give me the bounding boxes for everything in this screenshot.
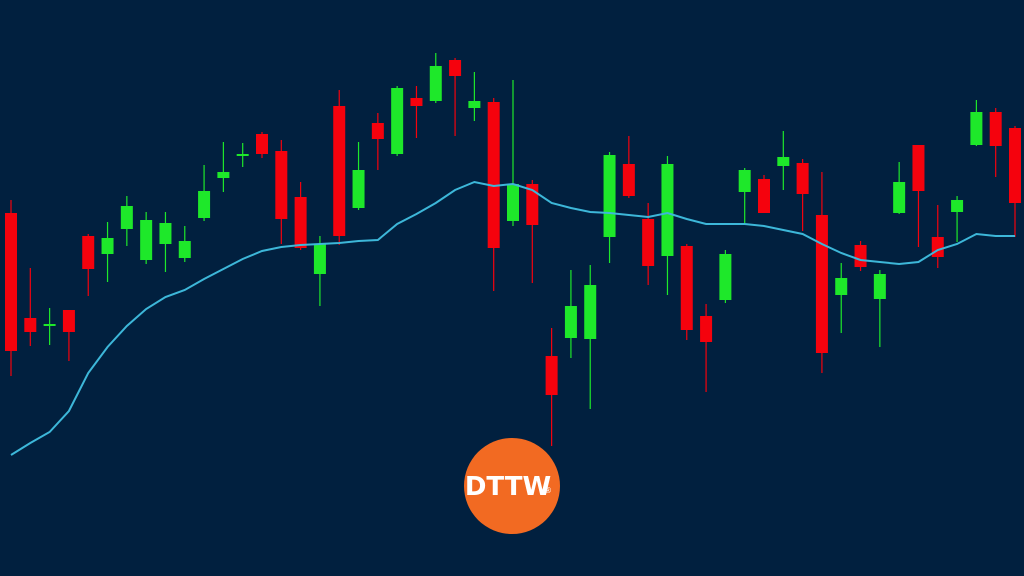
- logo-circle: [464, 438, 560, 534]
- candle-body: [82, 236, 95, 269]
- candle-body: [256, 134, 268, 154]
- candle-body: [217, 172, 230, 178]
- logo-mark: ®: [544, 486, 552, 495]
- candle-body: [449, 60, 462, 76]
- candle-body: [931, 237, 944, 257]
- candle-body: [507, 184, 519, 221]
- candles: [5, 53, 1021, 446]
- candle-body: [719, 254, 732, 300]
- candle-body: [62, 310, 75, 332]
- candle-body: [970, 112, 983, 145]
- candle-body: [603, 155, 616, 237]
- candle-body: [622, 164, 635, 196]
- candle-body: [236, 154, 249, 156]
- candle-body: [159, 223, 172, 244]
- candle-body: [545, 356, 558, 395]
- candle-body: [854, 245, 867, 267]
- candle-body: [951, 200, 964, 212]
- candle-body: [5, 213, 17, 351]
- candle-body: [758, 179, 770, 213]
- candle-body: [564, 306, 577, 338]
- logo-text: DTTW: [465, 472, 551, 502]
- candle-body: [893, 182, 906, 213]
- moving-average-layer: [10, 180, 1015, 456]
- candle-body: [584, 285, 597, 339]
- logo: DTTW ®: [464, 438, 560, 534]
- candle-body: [43, 324, 56, 326]
- candle-body: [198, 191, 211, 218]
- moving-average-line: [10, 180, 1015, 456]
- candle-body: [661, 164, 674, 256]
- candle-body: [120, 206, 133, 229]
- candle-body: [873, 274, 886, 299]
- candle-body: [24, 318, 37, 332]
- candle-body: [738, 170, 751, 192]
- candle-body: [468, 101, 481, 108]
- candle-body: [989, 112, 1002, 146]
- candle-body: [140, 220, 153, 260]
- candle-body: [815, 215, 828, 353]
- candle-body: [333, 106, 346, 236]
- candle-body: [912, 145, 925, 191]
- candle-body: [700, 316, 713, 342]
- candle-body: [294, 197, 307, 248]
- candle-body: [429, 66, 442, 101]
- candle-body: [410, 98, 423, 106]
- candle-body: [275, 151, 288, 219]
- candle-body: [487, 102, 500, 248]
- candle-body: [526, 184, 539, 225]
- candle-body: [101, 238, 114, 254]
- candle-body: [777, 157, 790, 166]
- candle-body: [313, 244, 326, 274]
- candle-body: [835, 278, 848, 295]
- candle-body: [391, 88, 404, 154]
- candle-body: [680, 246, 693, 330]
- candle-body: [642, 219, 655, 266]
- candle-body: [796, 163, 809, 194]
- candle-body: [178, 241, 191, 258]
- candle-body: [352, 170, 365, 208]
- candle-body: [1009, 128, 1021, 203]
- candle-body: [371, 123, 384, 139]
